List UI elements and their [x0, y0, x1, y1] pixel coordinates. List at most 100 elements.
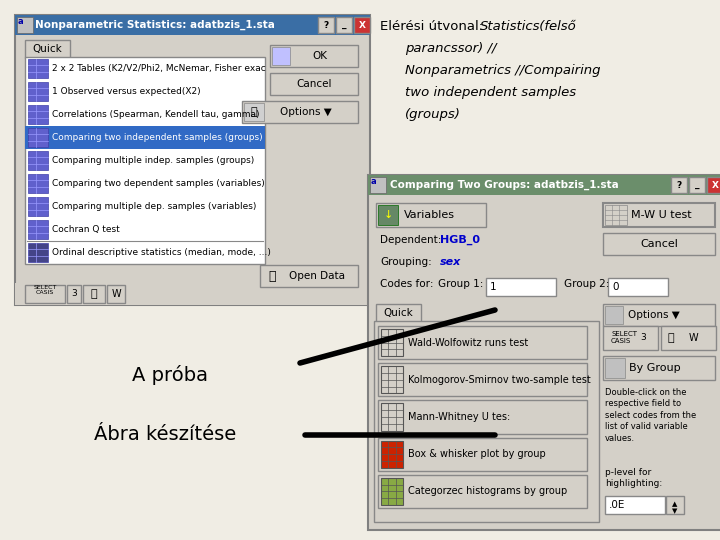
Bar — [28, 128, 48, 147]
Text: sex: sex — [440, 257, 462, 267]
Text: W: W — [688, 333, 698, 343]
Bar — [603, 356, 715, 380]
Text: A próba: A próba — [132, 365, 208, 385]
Text: 📂: 📂 — [268, 269, 276, 282]
Text: Group 2:: Group 2: — [564, 279, 609, 289]
Bar — [378, 363, 587, 396]
Text: 0: 0 — [612, 282, 618, 292]
Text: HGB_0: HGB_0 — [440, 235, 480, 245]
Bar — [661, 326, 716, 350]
Bar — [603, 233, 715, 255]
Text: Quick: Quick — [383, 308, 413, 318]
Text: Group 1:: Group 1: — [438, 279, 483, 289]
Text: Box & whisker plot by group: Box & whisker plot by group — [408, 449, 546, 459]
Text: 1 Observed versus expected(X2): 1 Observed versus expected(X2) — [52, 87, 201, 96]
Text: Nonparametrics //Compairing: Nonparametrics //Compairing — [405, 64, 600, 77]
Bar — [244, 103, 264, 121]
Text: Comparing two dependent samples (variables): Comparing two dependent samples (variabl… — [52, 179, 265, 188]
Text: 🔒: 🔒 — [91, 289, 97, 299]
Bar — [370, 177, 386, 193]
Text: Ordinal descriptive statistics (median, mode, ...): Ordinal descriptive statistics (median, … — [52, 248, 271, 257]
Bar — [605, 205, 627, 225]
Text: _: _ — [695, 180, 699, 190]
Text: ?: ? — [323, 21, 328, 30]
Bar — [368, 175, 720, 530]
Bar — [242, 101, 358, 123]
Text: Comparing multiple indep. samples (groups): Comparing multiple indep. samples (group… — [52, 156, 254, 165]
Text: (groups): (groups) — [405, 108, 461, 121]
Bar — [608, 278, 668, 296]
Bar — [666, 496, 684, 514]
Text: Comparing two independent samples (groups): Comparing two independent samples (group… — [52, 133, 263, 142]
Text: ↓: ↓ — [383, 210, 392, 220]
Bar — [28, 243, 48, 262]
Text: Statistics: Statistics — [480, 20, 541, 33]
Bar — [28, 151, 48, 170]
Text: Options ▼: Options ▼ — [628, 310, 680, 320]
Text: Elérési útvonal:: Elérési útvonal: — [380, 20, 487, 33]
Text: Cancel: Cancel — [640, 239, 678, 249]
Text: X: X — [711, 180, 719, 190]
Bar — [378, 400, 587, 434]
Bar — [689, 177, 705, 193]
Bar — [378, 475, 587, 508]
Text: M-W U test: M-W U test — [631, 210, 692, 220]
Bar — [17, 17, 33, 33]
Bar — [381, 478, 403, 505]
Bar — [83, 285, 105, 303]
Text: X: X — [359, 21, 366, 30]
Bar — [378, 326, 587, 359]
Bar — [381, 403, 403, 430]
Bar — [605, 358, 625, 378]
Text: ?: ? — [676, 180, 682, 190]
Bar — [15, 283, 370, 305]
Text: OK: OK — [312, 51, 328, 61]
Text: _: _ — [342, 21, 346, 30]
Bar — [605, 496, 665, 514]
Bar — [25, 126, 265, 149]
Bar — [270, 45, 358, 67]
Bar — [67, 285, 81, 303]
Text: By Group: By Group — [629, 363, 680, 373]
Text: Wald-Wolfowitz runs test: Wald-Wolfowitz runs test — [408, 338, 528, 348]
Bar — [15, 15, 370, 35]
Text: 2 x 2 Tables (K2/V2/Phi2, McNemar, Fisher exac: 2 x 2 Tables (K2/V2/Phi2, McNemar, Fishe… — [52, 64, 266, 73]
Text: Quick: Quick — [32, 44, 62, 54]
Text: parancssor) //: parancssor) // — [405, 42, 497, 55]
Text: 3: 3 — [640, 334, 646, 342]
Bar — [107, 285, 125, 303]
Bar — [15, 15, 370, 305]
Text: Correlations (Spearman, Kendell tau, gamma): Correlations (Spearman, Kendell tau, gam… — [52, 110, 259, 119]
Bar — [270, 73, 358, 95]
Bar — [28, 174, 48, 193]
Text: 🔍: 🔍 — [251, 107, 257, 117]
Bar — [381, 441, 403, 468]
Bar — [671, 177, 687, 193]
Text: ▼: ▼ — [672, 508, 678, 514]
Bar — [376, 203, 486, 227]
Bar — [381, 329, 403, 356]
Bar — [272, 47, 290, 65]
Text: Variables: Variables — [404, 210, 455, 220]
Text: two independent samples: two independent samples — [405, 86, 576, 99]
Text: SELECT
CASIS: SELECT CASIS — [33, 285, 57, 295]
Bar — [378, 437, 587, 471]
Bar — [25, 285, 65, 303]
Bar — [368, 175, 720, 195]
Bar — [28, 220, 48, 239]
Text: Options ▼: Options ▼ — [280, 107, 332, 117]
Bar — [28, 59, 48, 78]
Text: Kolmogorov-Smirnov two-sample test: Kolmogorov-Smirnov two-sample test — [408, 375, 590, 385]
Text: p-level for
highlighting:: p-level for highlighting: — [605, 468, 662, 488]
Text: 3: 3 — [71, 289, 77, 299]
Bar — [374, 321, 599, 522]
Bar — [603, 326, 658, 350]
Text: Cochran Q test: Cochran Q test — [52, 225, 120, 234]
Text: Comparing multiple dep. samples (variables): Comparing multiple dep. samples (variabl… — [52, 202, 256, 211]
Text: .0E: .0E — [609, 500, 626, 510]
Bar — [354, 17, 370, 33]
Bar — [381, 366, 403, 394]
Bar — [486, 278, 556, 296]
Bar — [28, 197, 48, 216]
Bar — [378, 205, 398, 225]
